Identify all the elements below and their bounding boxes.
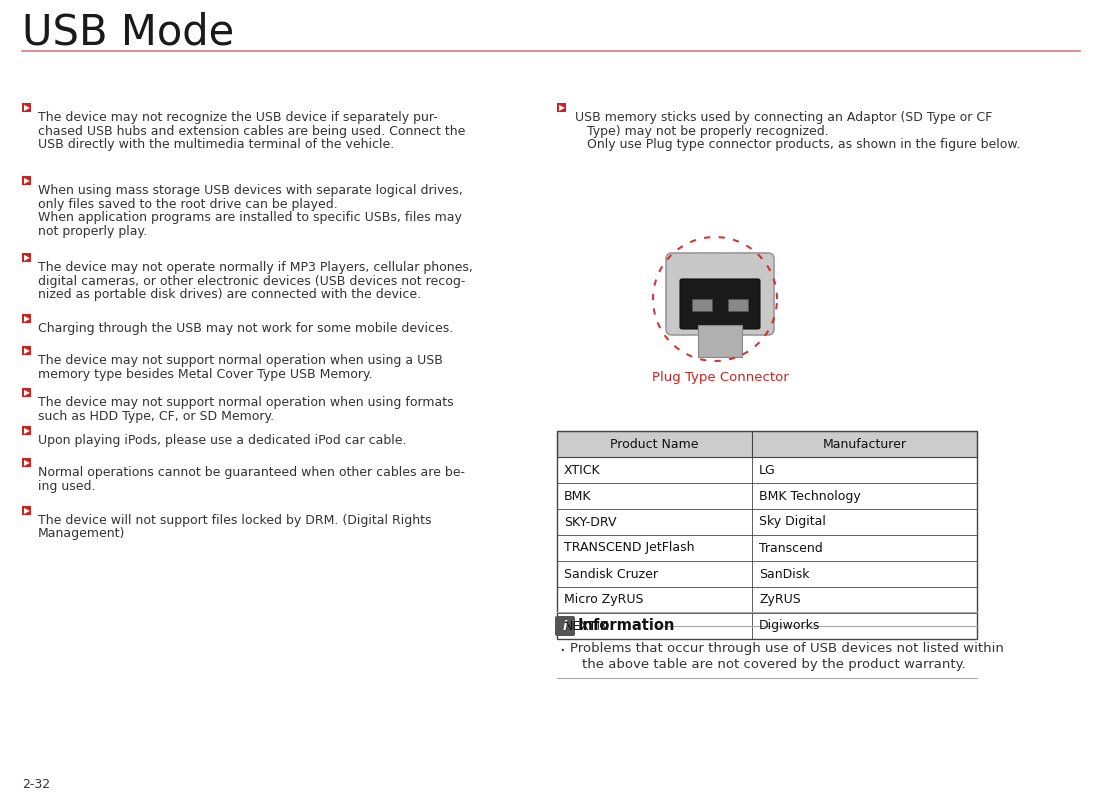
Bar	[698, 325, 742, 357]
Text: Manufacturer: Manufacturer	[822, 438, 907, 451]
Text: When application programs are installed to specific USBs, files may: When application programs are installed …	[38, 211, 462, 224]
FancyBboxPatch shape	[22, 103, 31, 112]
Text: Plug Type Connector: Plug Type Connector	[651, 371, 788, 384]
Text: digital cameras, or other electronic devices (USB devices not recog-: digital cameras, or other electronic dev…	[38, 274, 466, 287]
Text: The device may not recognize the USB device if separately pur-: The device may not recognize the USB dev…	[38, 111, 438, 124]
Bar	[728, 299, 748, 311]
Text: SanDisk: SanDisk	[759, 567, 809, 581]
Text: memory type besides Metal Cover Type USB Memory.: memory type besides Metal Cover Type USB…	[38, 367, 372, 380]
Text: Only use Plug type connector products, as shown in the figure below.: Only use Plug type connector products, a…	[587, 138, 1020, 151]
Text: USB memory sticks used by connecting an Adaptor (SD Type or CF: USB memory sticks used by connecting an …	[575, 111, 993, 124]
Text: Product Name: Product Name	[610, 438, 698, 451]
Text: Management): Management)	[38, 527, 125, 540]
FancyBboxPatch shape	[22, 314, 31, 323]
Text: ing used.: ing used.	[38, 480, 96, 493]
Text: 2-32: 2-32	[22, 778, 51, 791]
Text: only files saved to the root drive can be played.: only files saved to the root drive can b…	[38, 197, 338, 210]
Text: LG: LG	[759, 464, 776, 477]
Bar	[692, 299, 712, 311]
Text: The device will not support files locked by DRM. (Digital Rights: The device will not support files locked…	[38, 514, 432, 527]
Bar	[557, 431, 977, 639]
FancyBboxPatch shape	[22, 176, 31, 185]
Text: chased USB hubs and extension cables are being used. Connect the: chased USB hubs and extension cables are…	[38, 125, 466, 138]
Text: Charging through the USB may not work for some mobile devices.: Charging through the USB may not work fo…	[38, 322, 453, 335]
Text: SKY-DRV: SKY-DRV	[564, 515, 616, 528]
Text: ·: ·	[559, 642, 564, 660]
Text: BMK: BMK	[564, 489, 592, 502]
Text: Micro ZyRUS: Micro ZyRUS	[564, 594, 643, 607]
Text: The device may not support normal operation when using a USB: The device may not support normal operat…	[38, 354, 442, 367]
Bar	[557, 431, 977, 457]
Text: the above table are not covered by the product warranty.: the above table are not covered by the p…	[582, 658, 966, 671]
Text: Transcend: Transcend	[759, 541, 822, 554]
Text: The device may not operate normally if MP3 Players, cellular phones,: The device may not operate normally if M…	[38, 261, 473, 274]
Text: The device may not support normal operation when using formats: The device may not support normal operat…	[38, 396, 453, 409]
Text: ▶: ▶	[23, 506, 30, 515]
Text: Digiworks: Digiworks	[759, 620, 820, 633]
Text: NEXTIK: NEXTIK	[564, 620, 609, 633]
FancyBboxPatch shape	[554, 616, 575, 636]
Text: Sky Digital: Sky Digital	[759, 515, 826, 528]
Text: Problems that occur through use of USB devices not listed within: Problems that occur through use of USB d…	[570, 642, 1004, 655]
Text: not properly play.: not properly play.	[38, 225, 147, 238]
Text: ▶: ▶	[559, 103, 564, 112]
FancyBboxPatch shape	[22, 388, 31, 397]
Text: Type) may not be properly recognized.: Type) may not be properly recognized.	[587, 125, 829, 138]
FancyBboxPatch shape	[22, 253, 31, 262]
Text: ▶: ▶	[23, 314, 30, 323]
Text: ▶: ▶	[23, 346, 30, 355]
Text: ▶: ▶	[23, 176, 30, 185]
Text: ▶: ▶	[23, 253, 30, 262]
FancyBboxPatch shape	[666, 253, 774, 335]
Text: XTICK: XTICK	[564, 464, 601, 477]
Text: TRANSCEND JetFlash: TRANSCEND JetFlash	[564, 541, 695, 554]
Text: BMK Technology: BMK Technology	[759, 489, 861, 502]
Text: Upon playing iPods, please use a dedicated iPod car cable.: Upon playing iPods, please use a dedicat…	[38, 434, 406, 447]
FancyBboxPatch shape	[557, 103, 565, 112]
Text: USB directly with the multimedia terminal of the vehicle.: USB directly with the multimedia termina…	[38, 138, 394, 151]
Text: USB Mode: USB Mode	[22, 11, 234, 53]
Text: ▶: ▶	[23, 388, 30, 397]
Text: i: i	[563, 620, 568, 633]
Text: ▶: ▶	[23, 103, 30, 112]
FancyBboxPatch shape	[22, 458, 31, 467]
Text: Normal operations cannot be guaranteed when other cables are be-: Normal operations cannot be guaranteed w…	[38, 466, 464, 479]
Text: ZyRUS: ZyRUS	[759, 594, 800, 607]
Text: such as HDD Type, CF, or SD Memory.: such as HDD Type, CF, or SD Memory.	[38, 409, 274, 422]
FancyBboxPatch shape	[22, 426, 31, 435]
FancyBboxPatch shape	[22, 506, 31, 515]
Text: Information: Information	[578, 619, 675, 633]
FancyBboxPatch shape	[22, 346, 31, 355]
Text: ▶: ▶	[23, 458, 30, 467]
Text: When using mass storage USB devices with separate logical drives,: When using mass storage USB devices with…	[38, 184, 462, 197]
Text: nized as portable disk drives) are connected with the device.: nized as portable disk drives) are conne…	[38, 288, 422, 301]
FancyBboxPatch shape	[680, 279, 760, 329]
Text: Sandisk Cruzer: Sandisk Cruzer	[564, 567, 658, 581]
Text: ▶: ▶	[23, 426, 30, 435]
